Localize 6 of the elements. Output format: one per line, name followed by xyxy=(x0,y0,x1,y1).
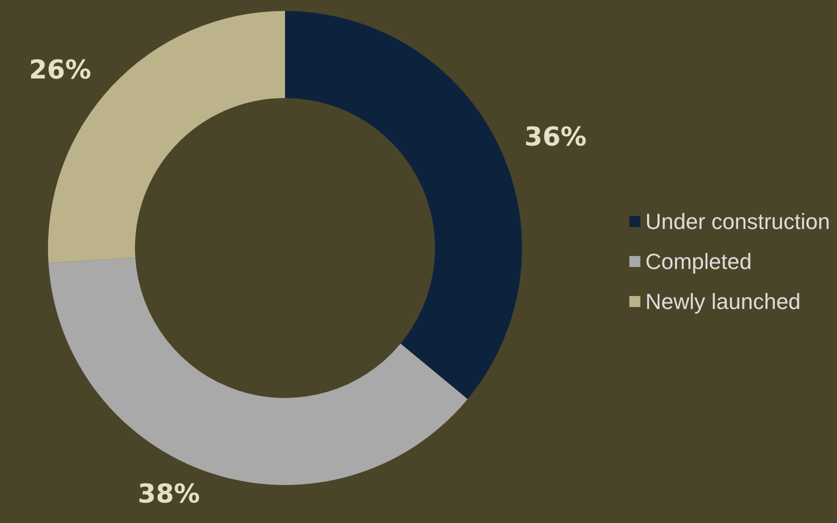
legend-label: Completed xyxy=(645,249,752,274)
data-label: 26% xyxy=(28,56,92,86)
legend-label: Under construction xyxy=(645,209,830,234)
data-label: 36% xyxy=(524,122,587,153)
data-label: 38% xyxy=(138,479,200,510)
legend-label: Newly launched xyxy=(645,289,801,314)
